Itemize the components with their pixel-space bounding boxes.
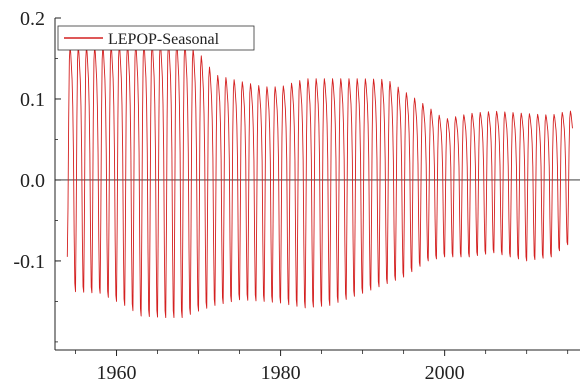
y-tick-label: -0.1 xyxy=(13,251,45,273)
y-tick-label: 0.1 xyxy=(20,89,45,111)
y-tick-label: 0.0 xyxy=(20,170,45,192)
axes-layer: -0.1 0.0 0.1 0.2 1960 1980 2000 xyxy=(13,8,580,384)
series-line xyxy=(66,41,573,319)
x-tick-label: 1980 xyxy=(261,362,301,384)
series-layer xyxy=(66,41,573,319)
x-tick-label: 2000 xyxy=(425,362,465,384)
legend: LEPOP-Seasonal xyxy=(57,25,255,51)
y-tick-label: 0.2 xyxy=(20,8,45,30)
legend-label: LEPOP-Seasonal xyxy=(108,31,220,48)
x-tick-label: 1960 xyxy=(97,362,137,384)
